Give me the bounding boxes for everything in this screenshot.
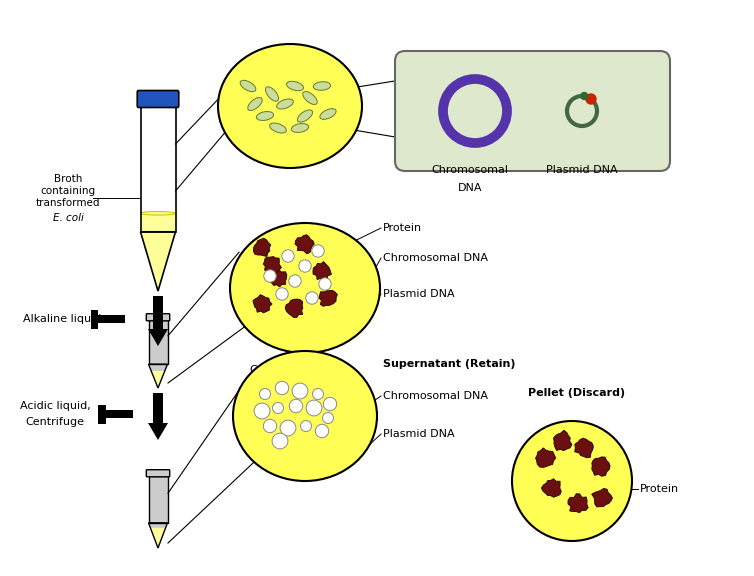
Ellipse shape [287,81,304,90]
Polygon shape [253,295,272,313]
Ellipse shape [233,351,377,481]
Circle shape [272,403,284,414]
Polygon shape [535,448,556,467]
Circle shape [290,399,302,412]
Ellipse shape [218,44,362,168]
Text: Acidic liquid,: Acidic liquid, [20,401,90,411]
Circle shape [319,278,331,290]
Circle shape [323,397,337,411]
Bar [90,314,125,323]
Polygon shape [263,256,281,272]
Ellipse shape [297,110,313,122]
Circle shape [312,245,324,257]
Circle shape [301,420,311,431]
Circle shape [585,93,596,105]
Circle shape [272,433,288,449]
Ellipse shape [265,87,278,101]
FancyBboxPatch shape [395,51,670,171]
Bar [149,476,167,523]
Circle shape [315,425,329,438]
Circle shape [264,270,276,282]
Polygon shape [148,329,168,346]
Polygon shape [295,235,314,254]
Text: Chromosomal DNA: Chromosomal DNA [383,391,488,401]
Polygon shape [150,528,166,548]
Text: E. coli: E. coli [53,213,84,223]
Ellipse shape [140,211,176,215]
Ellipse shape [313,82,331,90]
Circle shape [276,288,288,300]
Bar [149,320,167,364]
Circle shape [323,412,333,423]
Bar [90,309,98,328]
Circle shape [292,383,308,399]
Bar [149,320,167,364]
Text: DNA: DNA [458,183,483,193]
Ellipse shape [277,99,293,109]
Text: Protein: Protein [640,484,679,494]
Circle shape [259,388,271,400]
Ellipse shape [248,97,262,111]
Polygon shape [313,262,332,280]
Bar [153,393,163,423]
Text: Pellet (Discard): Pellet (Discard) [529,388,626,398]
Polygon shape [140,232,176,291]
Text: Cell Lysate: Cell Lysate [250,365,310,375]
Polygon shape [253,238,271,256]
Text: Centrifuge: Centrifuge [26,417,84,427]
Circle shape [512,421,632,541]
Ellipse shape [270,123,287,133]
Circle shape [254,403,270,419]
Circle shape [280,420,296,436]
Bar [153,296,163,329]
Text: Plasmid DNA: Plasmid DNA [546,165,618,175]
Text: Plasmid DNA: Plasmid DNA [383,289,455,299]
Ellipse shape [230,223,380,353]
Text: Chromosomal DNA: Chromosomal DNA [383,253,488,263]
Text: Chromosomal: Chromosomal [431,165,508,175]
Polygon shape [568,494,588,513]
Circle shape [282,250,294,262]
Bar [149,476,167,523]
Circle shape [312,388,323,400]
Bar [140,213,176,232]
Ellipse shape [320,109,336,119]
Circle shape [306,292,318,304]
Text: Protein: Protein [383,223,422,233]
Circle shape [275,381,289,395]
Polygon shape [575,438,593,458]
Ellipse shape [291,123,308,132]
Bar [98,410,133,418]
FancyBboxPatch shape [146,314,170,321]
Polygon shape [149,364,167,388]
FancyBboxPatch shape [137,90,179,108]
Polygon shape [541,479,561,497]
Polygon shape [149,523,167,548]
FancyBboxPatch shape [146,469,170,477]
Polygon shape [592,457,610,476]
Polygon shape [553,430,572,450]
Polygon shape [269,268,287,287]
Polygon shape [152,371,165,388]
Text: Supernatant (Retain): Supernatant (Retain) [383,359,516,369]
Circle shape [263,419,277,433]
Text: Alkaline liquid: Alkaline liquid [23,314,101,324]
Circle shape [299,260,311,272]
Circle shape [580,92,588,100]
Polygon shape [285,299,303,317]
Polygon shape [592,488,612,507]
Polygon shape [319,290,337,306]
Bar [98,404,106,423]
Circle shape [306,400,322,416]
Ellipse shape [256,112,274,120]
Text: Broth
containing
transformed: Broth containing transformed [35,175,100,207]
Polygon shape [148,423,168,440]
Ellipse shape [303,92,317,104]
Text: Plasmid DNA: Plasmid DNA [383,429,455,439]
Bar [140,106,176,232]
Circle shape [289,275,301,287]
Ellipse shape [240,80,256,92]
